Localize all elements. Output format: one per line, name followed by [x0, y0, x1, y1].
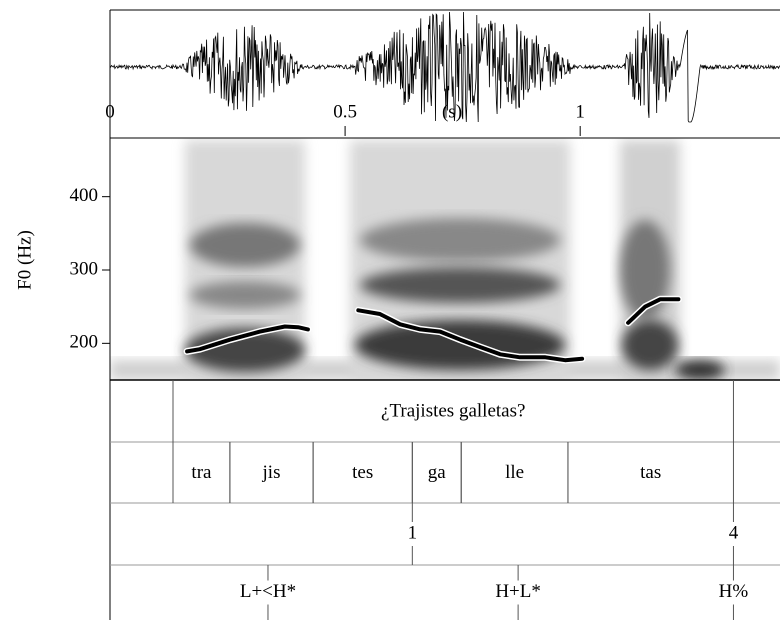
x-tick-label: 0.5	[333, 101, 357, 122]
interval-label: tas	[640, 462, 661, 483]
interval-label: lle	[505, 462, 524, 483]
point-label: 1	[408, 522, 418, 543]
interval-label: tra	[191, 462, 212, 483]
x-tick-label: 1	[575, 101, 585, 122]
f0-contour	[185, 297, 681, 363]
point-label: 4	[729, 522, 739, 543]
interval-label: ¿Trajistes galletas?	[381, 400, 525, 421]
point-label: H+L*	[495, 581, 541, 602]
x-axis-label: (s)	[442, 101, 462, 122]
point-label: L+<H*	[240, 581, 296, 602]
y-tick-label: 400	[70, 185, 99, 206]
y-axis-label: F0 (Hz)	[14, 230, 35, 290]
frame	[109, 9, 780, 620]
x-tick-label: 0	[105, 101, 115, 122]
y-tick-label: 200	[70, 332, 99, 353]
spectrogram	[110, 140, 780, 380]
point-label: H%	[719, 581, 749, 602]
interval-label: tes	[352, 462, 373, 483]
y-tick-label: 300	[70, 258, 99, 279]
waveform	[109, 11, 780, 123]
interval-label: jis	[262, 462, 281, 483]
interval-label: ga	[428, 462, 447, 483]
